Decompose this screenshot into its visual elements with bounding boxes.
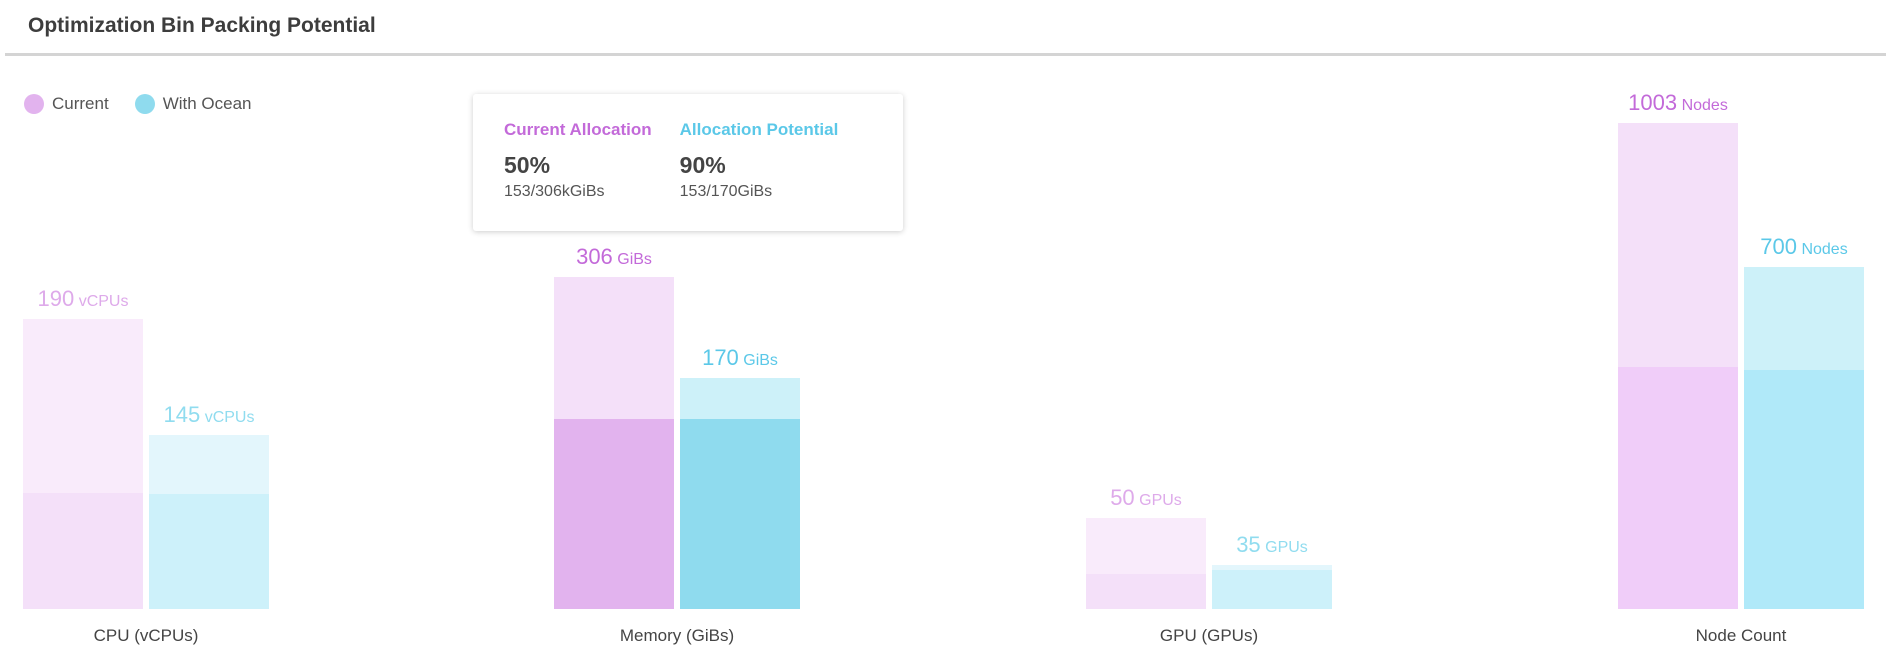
tooltip-detail: 153/306kGiBs — [504, 183, 605, 200]
bar-value-label: 35 GPUs — [1236, 532, 1308, 558]
tooltip-heading: Allocation Potential — [679, 120, 839, 139]
bar-current[interactable] — [554, 277, 674, 609]
bar-total-segment — [1086, 518, 1206, 574]
tooltip-heading: Current Allocation — [504, 120, 652, 139]
bar-total-segment — [680, 378, 800, 419]
bar-total-segment — [554, 277, 674, 419]
allocation-tooltip: Current Allocation 50% 153/306kGiBs Allo… — [473, 94, 903, 231]
legend-item-current[interactable]: Current — [24, 94, 109, 114]
bar-allocated-segment — [1212, 570, 1332, 609]
legend-label: Current — [52, 94, 109, 113]
tooltip-detail: 153/170GiBs — [679, 183, 773, 200]
bar-total-segment — [1618, 123, 1738, 367]
bar-value: 35 — [1236, 532, 1261, 557]
bar-value: 145 — [163, 402, 201, 427]
category-label: CPU (vCPUs) — [93, 626, 199, 645]
tooltip-percent: 50% — [504, 152, 551, 178]
bar-allocated-segment — [1086, 574, 1206, 609]
bar-unit: Nodes — [1797, 241, 1848, 258]
bar-value-label: 700 Nodes — [1760, 234, 1847, 260]
bar-value-label: 145 vCPUs — [164, 402, 255, 428]
bar-unit: GPUs — [1134, 492, 1182, 509]
bar-value: 190 — [37, 286, 75, 311]
bar-allocated-segment — [680, 419, 800, 609]
page-title: Optimization Bin Packing Potential — [28, 14, 376, 37]
bar-allocated-segment — [1618, 367, 1738, 609]
title-divider — [5, 53, 1886, 56]
bar-value-label: 50 GPUs — [1110, 485, 1182, 511]
bar-value-label: 170 GiBs — [702, 345, 778, 371]
bar-with-ocean[interactable] — [1744, 267, 1864, 609]
bar-allocated-segment — [1744, 370, 1864, 609]
legend-item-with-ocean[interactable]: With Ocean — [134, 94, 252, 114]
bar-value-label: 306 GiBs — [576, 244, 652, 270]
tooltip-allocation-potential: Allocation Potential 90% 153/170GiBs — [680, 120, 839, 231]
bar-unit: vCPUs — [200, 409, 255, 426]
bar-value-label: 1003 Nodes — [1628, 90, 1728, 116]
category-label: Node Count — [1695, 626, 1787, 645]
bar-current[interactable] — [1618, 123, 1738, 609]
bar-unit: Nodes — [1677, 97, 1728, 114]
bar-value: 50 — [1110, 485, 1135, 510]
bar-with-ocean[interactable] — [1212, 565, 1332, 609]
bar-unit: GPUs — [1260, 539, 1308, 556]
bar-unit: GiBs — [612, 251, 652, 268]
bar-allocated-segment — [23, 493, 143, 609]
tooltip-percent: 90% — [679, 152, 726, 178]
bar-value: 700 — [1760, 234, 1798, 259]
legend-swatch-current — [24, 94, 44, 114]
category-label: Memory (GiBs) — [619, 626, 735, 645]
tooltip-current-allocation: Current Allocation 50% 153/306kGiBs — [504, 120, 652, 231]
bar-with-ocean[interactable] — [680, 378, 800, 609]
bar-current[interactable] — [23, 319, 143, 609]
bar-total-segment — [1212, 565, 1332, 570]
bar-total-segment — [149, 435, 269, 494]
bar-with-ocean[interactable] — [149, 435, 269, 609]
legend: Current With Ocean — [24, 94, 252, 114]
bar-current[interactable] — [1086, 518, 1206, 609]
bar-allocated-segment — [554, 419, 674, 609]
bar-allocated-segment — [149, 494, 269, 609]
bar-total-segment — [23, 319, 143, 493]
bar-unit: vCPUs — [74, 293, 129, 310]
bar-value: 1003 — [1628, 90, 1678, 115]
bar-value-label: 190 vCPUs — [38, 286, 129, 312]
bar-value: 170 — [702, 345, 739, 370]
bar-value: 306 — [576, 244, 613, 269]
legend-label: With Ocean — [162, 94, 252, 113]
bar-total-segment — [1744, 267, 1864, 370]
legend-swatch-with-ocean — [134, 94, 155, 114]
bar-unit: GiBs — [738, 352, 778, 369]
category-label: GPU (GPUs) — [1159, 626, 1259, 645]
